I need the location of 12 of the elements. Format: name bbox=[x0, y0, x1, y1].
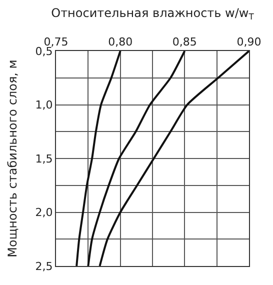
x-tick-label: 0,85 bbox=[172, 36, 197, 49]
y-tick-label: 2,0 bbox=[35, 206, 53, 220]
y-tick-label: 1,5 bbox=[35, 152, 53, 166]
x-axis-title: Относительная влажность w/w$_{T}$ bbox=[51, 6, 255, 22]
y-axis-title: Мощность стабильного слоя, м bbox=[6, 60, 20, 258]
x-tick-label: 0,90 bbox=[236, 36, 262, 49]
x-tick-label: 0,80 bbox=[108, 36, 133, 49]
line-series bbox=[76, 51, 122, 266]
line-series bbox=[87, 51, 186, 266]
line-series bbox=[98, 51, 249, 266]
y-tick-label: 1,0 bbox=[35, 98, 53, 112]
y-tick-label: 2,5 bbox=[35, 260, 53, 273]
